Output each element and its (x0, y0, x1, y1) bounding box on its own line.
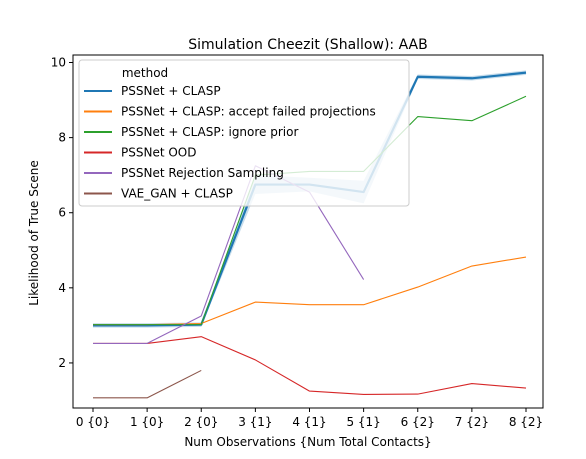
plot-frame (72, 54, 544, 409)
legend-label: PSSNet OOD (121, 146, 196, 160)
y-tick-label: 10 (51, 56, 66, 70)
x-tick-label: 2 {0} (184, 415, 218, 429)
legend: method PSSNet + CLASP PSSNet + CLASP: acce… (78, 59, 410, 207)
x-tick-label: 0 {0} (76, 415, 110, 429)
chart-title: Simulation Cheezit (Shallow): AAB (188, 37, 427, 53)
x-axis-ticks: 0 {0} 1 {0} 2 {0} 3 {1} 4 {1} 5 {1} 6 {2} 7 {2}… (76, 408, 543, 429)
y-tick-label: 2 (58, 356, 66, 370)
legend-label: PSSNet + CLASP (121, 84, 221, 98)
legend-label: VAE_GAN + CLASP (121, 187, 233, 201)
y-tick-label: 4 (58, 281, 66, 295)
x-tick-label: 4 {1} (292, 415, 326, 429)
x-tick-label: 3 {1} (238, 415, 272, 429)
series-line (93, 256, 527, 326)
x-tick-label: 1 {0} (130, 415, 164, 429)
y-tick-label: 8 (58, 131, 66, 145)
x-axis-label: Num Observations {Num Total Contacts} (184, 435, 431, 449)
y-axis-ticks: 2 4 6 8 10 (51, 56, 73, 370)
legend-title: method (122, 66, 168, 80)
series-line (93, 165, 365, 344)
legend-label: PSSNet + CLASP: accept failed projection… (121, 105, 376, 119)
x-tick-label: 7 {2} (455, 415, 489, 429)
legend-box (78, 59, 410, 207)
x-tick-label: 6 {2} (401, 415, 435, 429)
x-tick-label: 8 {2} (509, 415, 543, 429)
legend-label: PSSNet Rejection Sampling (121, 166, 284, 180)
series-line (93, 336, 527, 396)
x-tick-label: 5 {1} (346, 415, 380, 429)
series-line (93, 369, 202, 399)
y-tick-label: 6 (58, 206, 66, 220)
legend-label: PSSNet + CLASP: ignore prior (121, 125, 298, 139)
y-axis-label: Likelihood of True Scene (27, 160, 41, 306)
